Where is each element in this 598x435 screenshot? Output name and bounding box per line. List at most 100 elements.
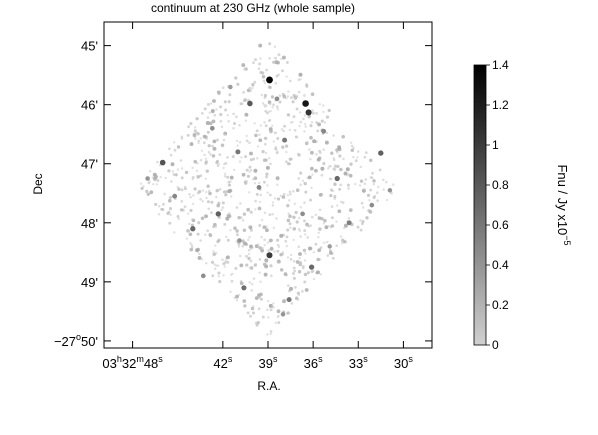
faint-source (189, 208, 193, 213)
faint-source (206, 130, 210, 134)
faint-source (352, 146, 355, 150)
faint-source (359, 179, 364, 183)
faint-source (235, 206, 239, 209)
faint-source (295, 107, 299, 111)
faint-source (179, 159, 183, 162)
faint-source (152, 183, 155, 186)
faint-source (197, 255, 202, 260)
faint-source (276, 61, 280, 65)
chart-title: continuum at 230 GHz (whole sample) (151, 1, 355, 15)
bright-source (308, 264, 315, 270)
faint-source (186, 212, 190, 215)
faint-source (332, 134, 335, 137)
faint-source (270, 95, 275, 99)
faint-source (297, 227, 301, 231)
faint-source (227, 119, 230, 123)
faint-source (322, 222, 325, 225)
y-tick-label-part: 46' (81, 98, 98, 113)
faint-source (263, 93, 267, 98)
faint-source (267, 249, 271, 253)
faint-source (214, 244, 217, 247)
faint-source (154, 175, 158, 179)
faint-source (226, 155, 229, 159)
faint-source (330, 188, 333, 191)
faint-source (287, 162, 291, 166)
x-tick-label-part: 36 (304, 356, 318, 371)
faint-source (269, 264, 273, 268)
faint-source (272, 305, 275, 309)
faint-source (366, 193, 371, 198)
faint-source (186, 133, 190, 137)
bright-source (378, 150, 384, 156)
faint-source (201, 200, 204, 203)
faint-source (292, 238, 295, 242)
faint-source (188, 193, 191, 196)
faint-source (310, 186, 313, 190)
bright-source (369, 202, 375, 208)
faint-source (156, 160, 159, 164)
faint-source (227, 183, 231, 187)
faint-source (258, 138, 263, 143)
bright-source (282, 137, 288, 143)
faint-source (356, 225, 360, 229)
faint-source (248, 191, 251, 194)
faint-source (162, 202, 165, 206)
faint-source (246, 311, 250, 315)
faint-source (269, 308, 273, 312)
faint-source (325, 131, 329, 135)
faint-source (207, 189, 211, 193)
faint-source (271, 201, 275, 204)
faint-source (188, 222, 191, 226)
faint-source (231, 155, 235, 159)
faint-source (263, 238, 266, 242)
x-tick-label-part: h (117, 354, 122, 364)
faint-source (200, 258, 204, 261)
faint-source (273, 197, 277, 200)
faint-source (267, 299, 270, 303)
faint-source (156, 179, 160, 182)
faint-source (233, 226, 237, 230)
faint-source (292, 115, 296, 119)
faint-source (269, 274, 273, 278)
faint-source (248, 170, 251, 173)
y-axis-label: Dec (31, 173, 45, 194)
faint-source (289, 253, 293, 257)
faint-source (315, 121, 319, 125)
faint-source (252, 61, 255, 65)
faint-source (282, 298, 286, 302)
faint-source (168, 207, 173, 211)
faint-source (276, 183, 279, 186)
faint-source (358, 184, 362, 187)
faint-source (223, 265, 226, 268)
faint-source (190, 243, 193, 247)
faint-source (230, 195, 233, 198)
faint-source (177, 187, 181, 191)
faint-source (237, 245, 241, 248)
faint-source (263, 244, 266, 247)
faint-source (243, 304, 247, 308)
faint-source (208, 191, 212, 196)
faint-source (239, 263, 244, 268)
faint-source (212, 139, 217, 144)
faint-source (302, 265, 305, 268)
x-tick-label-part: 32 (122, 356, 136, 371)
faint-source (324, 225, 329, 230)
faint-source (202, 141, 206, 145)
faint-source (319, 151, 322, 155)
faint-source (220, 143, 225, 147)
faint-source (245, 254, 248, 258)
faint-source (258, 133, 261, 137)
faint-source (330, 151, 334, 155)
faint-source (320, 166, 325, 171)
faint-source (206, 102, 210, 106)
faint-source (252, 157, 256, 161)
faint-source (254, 263, 258, 266)
faint-source (254, 58, 257, 62)
faint-source (310, 166, 314, 171)
faint-source (242, 228, 247, 233)
faint-source (176, 215, 180, 218)
faint-source (275, 105, 279, 109)
faint-source (297, 177, 301, 180)
faint-source (332, 158, 336, 162)
bright-source (266, 252, 273, 259)
